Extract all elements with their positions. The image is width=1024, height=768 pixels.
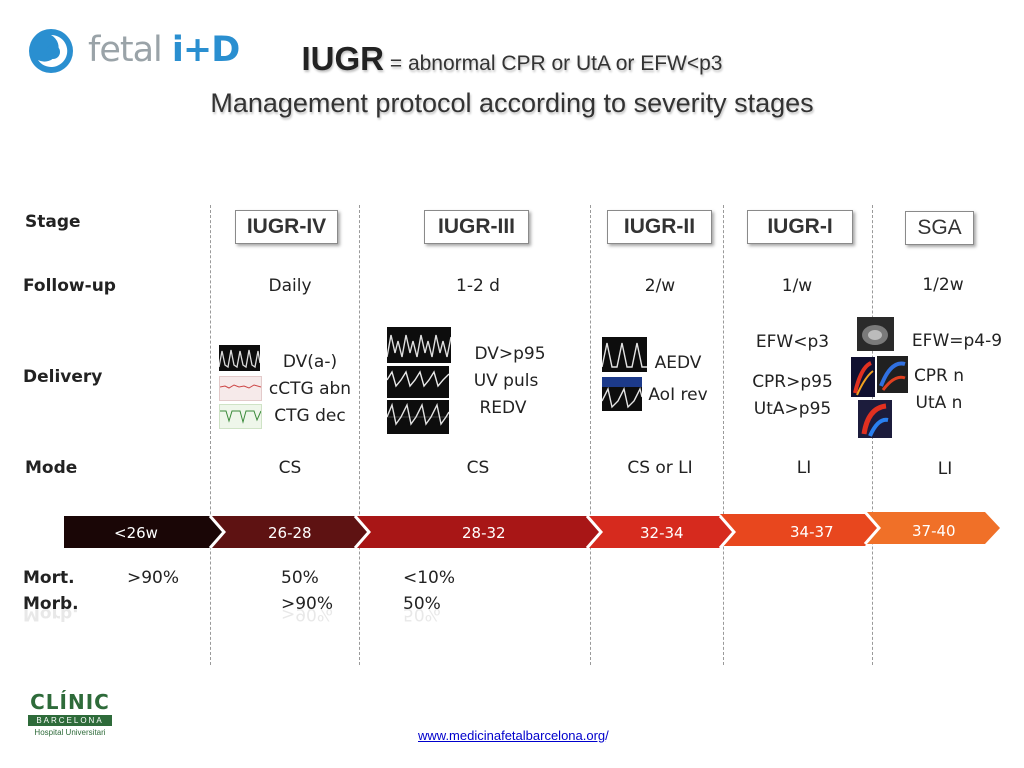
footer-link: www.medicinafetalbarcelona.org/ [418,728,609,743]
row-label-stage: Stage [25,212,81,232]
doppler-waveform-icon [219,345,260,371]
morbidity-reflection: >90% [281,604,334,624]
timeline-segment [587,516,734,548]
criterion: UtA>p95 [753,399,832,419]
stage-box-iugr-ii: IUGR-II [607,210,712,244]
criterion: CTG dec [274,406,346,426]
followup-iugr-ii: 2/w [644,276,676,296]
logo-id: i+D [171,30,240,70]
followup-iugr-i: 1/w [781,276,813,296]
timeline-label: 28-32 [462,524,506,542]
timeline-segment [355,516,601,548]
criterion: CPR>p95 [752,372,833,392]
ctg-trace-icon [219,376,262,401]
title-rest: = abnormal CPR or UtA or EFW<p3 [384,52,723,75]
logo-word: fetal [88,30,163,70]
row-label-mode: Mode [25,458,78,478]
followup-iugr-iv: Daily [268,276,312,296]
timeline-label: 37-40 [912,522,956,540]
timeline-label: 32-34 [640,524,684,542]
fetal-id-logo-icon [28,28,74,74]
clinic-subtitle: Hospital Universitari [34,728,106,737]
ctg-deceleration-icon [219,404,262,429]
stage-box-sga: SGA [905,211,974,245]
criterion: DV(a-) [282,352,338,372]
criterion: AEDV [654,353,702,373]
clinic-city: BARCELONA [28,715,112,726]
mode-iugr-iv: CS [278,458,302,478]
morbidity-iugr-ii: 50% [403,594,441,614]
mode-sga: LI [937,459,953,479]
timeline-segment [865,512,1000,544]
timeline-label: 26-28 [268,524,312,542]
delivery-criteria-sga: EFW=p4-9 CPR n UtA n [906,328,1008,417]
timeline-label: <26w [114,524,158,542]
reversed-flow-waveform-icon [387,400,449,434]
criterion: REDV [479,398,527,418]
mortality-iugr-iii: 50% [281,568,319,588]
absent-end-diastolic-waveform-icon [602,337,647,372]
row-label-delivery: Delivery [23,367,103,387]
hospital-clinic-logo: CLÍNIC BARCELONA Hospital Universitari [28,690,112,737]
slide-title: IUGR = abnormal CPR or UtA or EFW<p3 [0,40,1024,78]
followup-iugr-iii: 1-2 d [456,276,500,296]
fetal-id-logo-text: fetal i+D [88,30,240,70]
criterion: AoI rev [648,385,708,405]
ultrasound-image-icon [857,317,894,351]
ductus-venosus-waveform-icon [387,327,451,363]
mode-iugr-ii: CS or LI [627,458,693,478]
criterion: EFW<p3 [755,332,830,352]
mortality-iugr-iv: >90% [127,568,180,588]
website-link[interactable]: www.medicinafetalbarcelona.org [418,728,606,743]
followup-sga: 1/2w [922,275,964,295]
timeline-segment [210,516,369,548]
criterion: EFW=p4-9 [911,331,1003,351]
mode-iugr-iii: CS [466,458,490,478]
row-label-morb-reflection: Morb. [23,604,79,624]
delivery-criteria-iugr-i: EFW<p3 CPR>p95 UtA>p95 [745,329,840,423]
column-separator [210,205,211,665]
slide-subtitle: Management protocol according to severit… [210,88,814,118]
morbidity-reflection: 50% [403,604,441,624]
clinic-name: CLÍNIC [30,690,110,714]
criterion: DV>p95 [474,344,546,364]
criterion: CPR n [913,366,965,386]
timeline-label: 34-37 [790,523,834,541]
morbidity-iugr-iii: >90% [281,594,334,614]
mode-iugr-i: LI [796,458,812,478]
timeline-segment [64,516,224,548]
delivery-criteria-iugr-iii: DV>p95 UV puls REDV [458,341,548,422]
color-doppler-icon [858,400,892,438]
row-label-morb: Morb. [23,594,79,614]
criterion: UV puls [473,371,539,391]
row-label-mort: Mort. [23,568,75,588]
column-separator [723,205,724,665]
criterion: UtA n [915,393,963,413]
column-separator [590,205,591,665]
stage-box-iugr-i: IUGR-I [747,210,853,244]
column-separator [359,205,360,665]
stage-box-iugr-iii: IUGR-III [424,210,529,244]
criterion: cCTG abn [268,379,352,399]
row-label-followup: Follow-up [23,276,116,296]
timeline-segment [720,514,879,546]
delivery-criteria-iugr-iv: DV(a-) cCTG abn CTG dec [262,349,358,430]
stage-box-iugr-iv: IUGR-IV [235,210,338,244]
umbilical-vein-waveform-icon [387,366,449,398]
title-bold: IUGR [301,40,385,77]
link-tail: / [605,728,609,743]
aortic-isthmus-waveform-icon [602,377,642,411]
delivery-criteria-iugr-ii: AEDV AoI rev [642,347,714,411]
color-doppler-icon [877,356,908,393]
color-doppler-icon [851,357,875,397]
mortality-iugr-ii: <10% [403,568,456,588]
gestational-age-timeline [64,511,1000,549]
